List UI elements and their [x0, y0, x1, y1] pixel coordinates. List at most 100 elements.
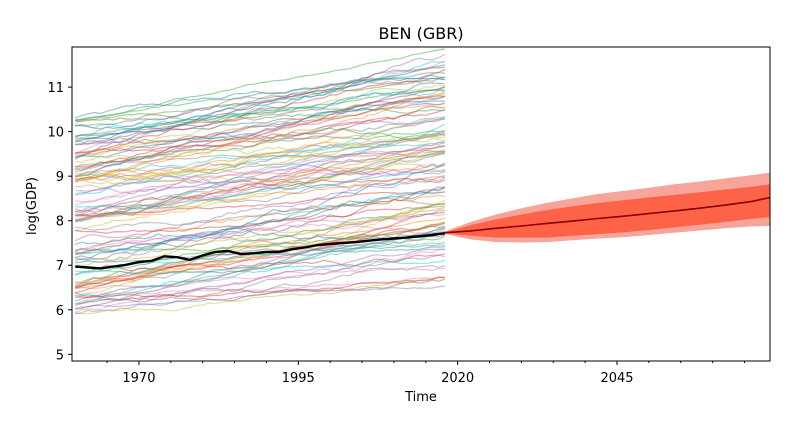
peer-country-line: [75, 68, 446, 154]
peer-country-line: [75, 131, 445, 192]
y-tick-label: 5: [56, 348, 64, 363]
peer-country-line: [75, 227, 446, 310]
peer-country-line: [75, 162, 446, 254]
y-tick-label: 10: [47, 126, 64, 141]
peer-country-line: [75, 145, 445, 220]
peer-country-line: [74, 248, 445, 314]
peer-country-line: [75, 151, 445, 217]
peer-country-line: [75, 169, 446, 188]
peer-country-line: [75, 254, 445, 315]
peer-country-line: [75, 186, 446, 255]
peer-country-line: [74, 151, 445, 222]
peer-country-line: [75, 226, 446, 305]
peer-country-line: [75, 222, 446, 289]
peer-country-line: [75, 145, 445, 203]
peer-country-line: [74, 212, 446, 252]
peer-country-line: [75, 278, 446, 306]
peer-country-line: [75, 48, 445, 124]
peer-country-line: [75, 130, 445, 171]
peer-country-line: [75, 105, 445, 168]
x-tick-label: 1970: [122, 371, 155, 386]
peer-country-line: [75, 89, 445, 137]
peer-country-line: [75, 264, 446, 302]
peer-country-line: [75, 153, 446, 196]
forecast-median-line: [444, 196, 770, 234]
peer-country-line: [75, 132, 446, 185]
y-tick-label: 7: [56, 259, 64, 274]
peer-country-line: [75, 277, 445, 297]
y-axis-label: log(GDP): [25, 177, 40, 235]
peer-country-line: [74, 229, 445, 246]
peer-country-line: [75, 141, 446, 177]
peer-country-line: [75, 66, 446, 146]
peer-country-line: [75, 285, 445, 310]
peer-country-line: [75, 118, 445, 175]
peer-country-line: [75, 276, 445, 315]
peer-country-line: [75, 140, 446, 206]
peer-country-line: [75, 151, 446, 221]
peer-country-line: [75, 141, 445, 223]
peer-country-line: [75, 116, 446, 195]
peer-country-line: [75, 221, 446, 289]
peer-country-line: [75, 197, 446, 231]
peer-country-line: [75, 217, 446, 289]
peer-country-line: [75, 206, 446, 288]
x-tick-label: 2020: [441, 371, 474, 386]
plot-area: [74, 48, 770, 315]
peer-country-line: [75, 166, 446, 181]
peer-country-line: [75, 267, 445, 290]
peer-country-line: [75, 95, 445, 140]
peer-country-line: [75, 102, 446, 158]
peer-country-line: [74, 205, 445, 276]
peer-country-line: [75, 225, 446, 287]
peer-country-line: [75, 86, 446, 145]
peer-country-line: [75, 177, 446, 214]
axes-frame: [71, 46, 771, 362]
peer-country-line: [75, 199, 446, 285]
peer-country-line: [75, 123, 446, 222]
peer-country-line: [75, 203, 445, 266]
peer-country-line: [75, 117, 446, 146]
peer-country-line: [75, 130, 446, 212]
forecast-band-inner: [444, 184, 770, 238]
peer-country-line: [75, 53, 446, 130]
peer-country-line: [75, 169, 446, 208]
peer-country-line: [75, 138, 445, 164]
peer-country-line: [75, 203, 445, 234]
peer-country-line: [74, 95, 446, 178]
peer-country-line: [75, 72, 445, 121]
x-axis-label: Time: [404, 390, 437, 405]
peer-country-line: [74, 127, 446, 143]
peer-country-line: [75, 185, 446, 261]
peer-country-line: [75, 149, 445, 177]
peer-country-line: [75, 246, 445, 264]
y-tick-label: 8: [56, 215, 64, 230]
peer-country-line: [75, 103, 446, 156]
peer-country-line: [75, 228, 446, 298]
peer-country-line: [75, 135, 445, 181]
peer-country-line: [74, 176, 446, 242]
peer-country-line: [75, 276, 445, 299]
peer-country-line: [74, 60, 446, 154]
peer-country-line: [75, 222, 446, 288]
peer-country-line: [74, 194, 445, 253]
peer-country-line: [75, 176, 445, 216]
peer-country-line: [75, 108, 446, 155]
peer-country-line: [75, 223, 446, 252]
peer-country-line: [75, 107, 445, 127]
peer-country-line: [75, 115, 446, 173]
peer-country-line: [75, 253, 446, 272]
peer-country-line: [75, 174, 446, 222]
peer-country-line: [75, 145, 446, 168]
peer-country-line: [75, 100, 445, 138]
peer-country-line: [75, 163, 445, 212]
peer-country-line: [75, 221, 446, 295]
peer-country-line: [75, 89, 445, 129]
peer-country-line: [75, 152, 445, 231]
peer-country-line: [74, 92, 446, 182]
peer-country-line: [75, 76, 446, 121]
peer-country-line: [75, 248, 445, 305]
peer-country-line: [75, 91, 446, 183]
